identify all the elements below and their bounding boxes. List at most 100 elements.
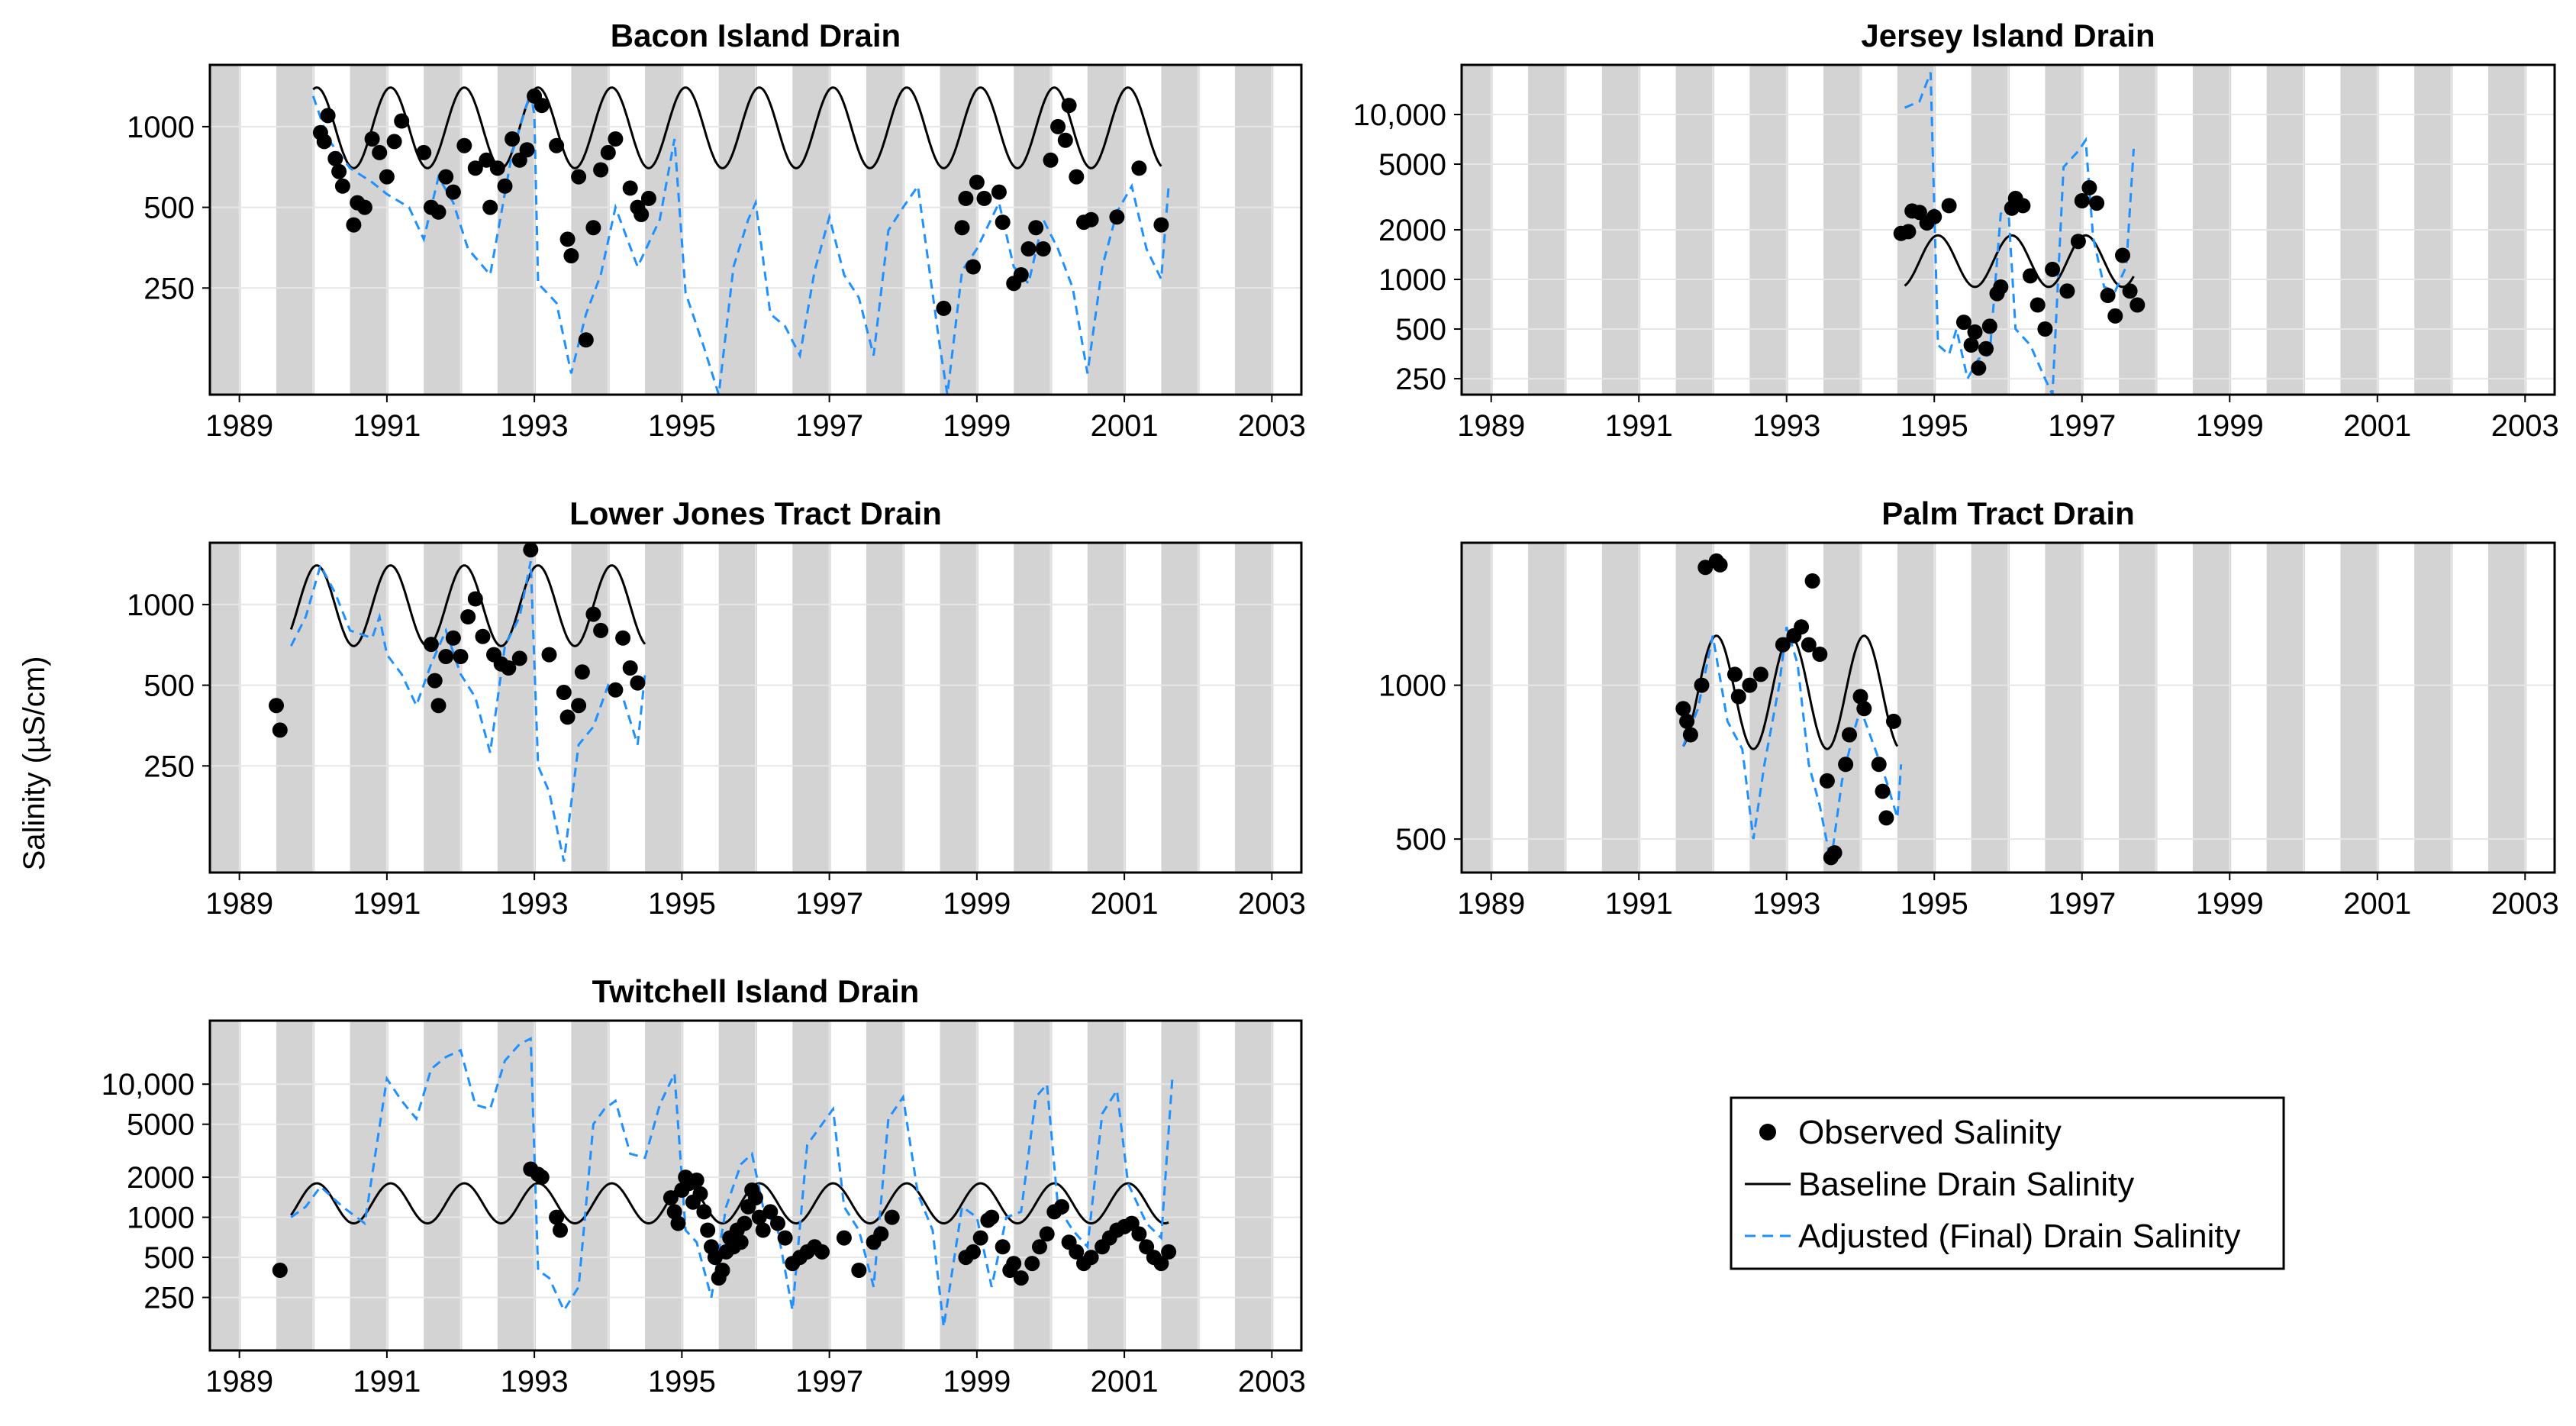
bacon-island-drain-observed-point bbox=[320, 108, 336, 124]
palm-tract-drain-adjusted-series bbox=[1681, 626, 1903, 863]
lower-jones-tract-drain-observed-point bbox=[523, 542, 539, 558]
jersey-island-drain-observed-point bbox=[1926, 208, 1942, 224]
jersey-island-drain-observed-point bbox=[1911, 205, 1927, 221]
palm-tract-drain-observed-point bbox=[1801, 637, 1817, 653]
twitchell-island-drain-observed-point bbox=[1024, 1256, 1040, 1272]
lower-jones-tract-drain-observed-point bbox=[559, 709, 575, 725]
bacon-island-drain-observed-point bbox=[467, 160, 483, 176]
lower-jones-tract-drain-adjusted-series bbox=[289, 561, 646, 862]
bacon-island-drain-baseline-series bbox=[312, 86, 1162, 169]
twitchell-island-drain-observed-point bbox=[1161, 1244, 1177, 1260]
jersey-island-drain-observed-point bbox=[2129, 297, 2146, 313]
lower-jones-tract-drain-xtick-label: 1997 bbox=[795, 887, 863, 921]
bacon-island-drain-observed-point bbox=[608, 131, 624, 147]
palm-tract-drain-observed-point bbox=[1730, 689, 1746, 705]
jersey-island-drain-ytick-label: 1000 bbox=[1378, 263, 1446, 297]
bacon-island-drain-adjusted-series bbox=[311, 91, 1170, 395]
twitchell-island-drain-observed-point bbox=[748, 1190, 763, 1206]
bacon-island-drain-observed-point bbox=[1069, 169, 1085, 185]
bacon-island-drain-observed-point bbox=[593, 162, 609, 178]
bacon-island-drain-observed-point bbox=[346, 217, 362, 233]
jersey-island-drain-observed-point bbox=[2023, 268, 2038, 284]
twitchell-island-drain-observed-point bbox=[737, 1215, 753, 1231]
palm-tract-drain-xtick-label: 2003 bbox=[2491, 887, 2559, 921]
twitchell-island-drain-season-band bbox=[1161, 1021, 1200, 1350]
twitchell-island-drain-observed-point bbox=[1006, 1256, 1022, 1272]
palm-tract-drain-frame bbox=[1460, 541, 2556, 874]
twitchell-island-drain-season-band bbox=[866, 1021, 905, 1350]
legend-adjusted-label: Adjusted (Final) Drain Salinity bbox=[1798, 1218, 2241, 1255]
twitchell-island-drain-ytick-label: 500 bbox=[143, 1241, 195, 1275]
twitchell-island-drain-observed-point bbox=[714, 1263, 730, 1278]
lower-jones-tract-drain-observed-point bbox=[423, 637, 439, 653]
bacon-island-drain-observed-point bbox=[1131, 160, 1147, 176]
twitchell-island-drain-xtick-label: 1999 bbox=[943, 1365, 1011, 1399]
twitchell-island-drain-xtick-label: 1997 bbox=[795, 1365, 863, 1399]
bacon-island-drain-ytick-label: 500 bbox=[143, 192, 195, 225]
twitchell-island-drain-title: Twitchell Island Drain bbox=[592, 973, 920, 1009]
twitchell-island-drain-season-band bbox=[497, 1021, 537, 1350]
lower-jones-tract-drain-season-band bbox=[1235, 543, 1274, 873]
jersey-island-drain-observed-point bbox=[2015, 198, 2031, 214]
lower-jones-tract-drain-observed-point bbox=[593, 622, 609, 638]
bacon-island-drain-observed-point bbox=[1035, 241, 1051, 256]
bacon-island-drain-observed-point bbox=[549, 137, 565, 153]
twitchell-island-drain-observed-point bbox=[814, 1244, 830, 1260]
bacon-island-drain-observed-point bbox=[563, 248, 579, 263]
twitchell-island-drain-season-band bbox=[210, 1021, 241, 1350]
bacon-island-drain-observed-point bbox=[966, 259, 981, 275]
jersey-island-drain-xtick-label: 1999 bbox=[2196, 409, 2264, 443]
twitchell-island-drain-observed-point bbox=[966, 1244, 981, 1260]
jersey-island-drain-panel: Jersey Island Drain 250 500 1000 2000 5000 10,… bbox=[1353, 18, 2559, 443]
bacon-island-drain-season-band bbox=[210, 65, 241, 395]
bacon-island-drain-observed-point bbox=[600, 144, 616, 160]
jersey-island-drain-observed-point bbox=[1963, 337, 1979, 353]
twitchell-island-drain-xtick-label: 2003 bbox=[1238, 1365, 1306, 1399]
jersey-island-drain-observed-point bbox=[2037, 321, 2053, 337]
twitchell-island-drain-observed-point bbox=[670, 1215, 686, 1231]
palm-tract-drain-season-band bbox=[1601, 543, 1641, 873]
twitchell-island-drain-observed-point bbox=[1131, 1226, 1147, 1242]
bacon-island-drain-xtick-label: 1993 bbox=[501, 409, 569, 443]
palm-tract-drain-title: Palm Tract Drain bbox=[1881, 495, 2134, 531]
bacon-island-drain-observed-point bbox=[416, 144, 432, 160]
palm-tract-drain-observed-point bbox=[1675, 701, 1691, 717]
bacon-island-drain-observed-point bbox=[316, 134, 332, 150]
bacon-island-drain-observed-point bbox=[936, 300, 952, 316]
bacon-island-drain-observed-point bbox=[394, 113, 410, 129]
bacon-island-drain-xtick-label: 1991 bbox=[353, 409, 421, 443]
bacon-island-drain-season-band bbox=[497, 65, 537, 395]
twitchell-island-drain-observed-point bbox=[836, 1230, 852, 1246]
lower-jones-tract-drain-observed-point bbox=[467, 591, 483, 607]
jersey-island-drain-ytick-label: 5000 bbox=[1378, 148, 1446, 182]
bacon-island-drain-observed-point bbox=[559, 231, 575, 247]
twitchell-island-drain-panel: Twitchell Island Drain 250 500 1000 2000 5000… bbox=[102, 973, 1306, 1399]
bacon-island-drain-ytick-label: 1000 bbox=[127, 111, 195, 144]
lower-jones-tract-drain-frame bbox=[208, 541, 1303, 874]
lower-jones-tract-drain-season-band bbox=[866, 543, 905, 873]
jersey-island-drain-observed-point bbox=[1955, 315, 1971, 331]
bacon-island-drain-observed-point bbox=[331, 163, 347, 179]
bacon-island-drain-observed-point bbox=[585, 220, 601, 236]
jersey-island-drain-observed-point bbox=[2107, 308, 2123, 324]
lower-jones-tract-drain-observed-point bbox=[556, 685, 572, 700]
bacon-island-drain-observed-point bbox=[1028, 220, 1044, 236]
bacon-island-drain-observed-point bbox=[1020, 241, 1037, 256]
twitchell-island-drain-season-band bbox=[424, 1021, 463, 1350]
bacon-island-drain-xtick-label: 1997 bbox=[795, 409, 863, 443]
palm-tract-drain-observed-point bbox=[1804, 573, 1820, 589]
twitchell-island-drain-observed-point bbox=[1083, 1250, 1099, 1266]
bacon-island-drain-observed-point bbox=[534, 98, 550, 114]
jersey-island-drain-xtick-label: 1997 bbox=[2048, 409, 2116, 443]
palm-tract-drain-observed-point bbox=[1875, 783, 1891, 799]
palm-tract-drain-observed-point bbox=[1694, 677, 1710, 693]
jersey-island-drain-observed-point bbox=[1967, 324, 1983, 340]
jersey-island-drain-observed-point bbox=[1901, 224, 1917, 240]
bacon-island-drain-observed-point bbox=[479, 152, 495, 168]
palm-tract-drain-season-band bbox=[2487, 543, 2527, 873]
palm-tract-drain-xtick-label: 1993 bbox=[1752, 887, 1820, 921]
lower-jones-tract-drain-observed-point bbox=[615, 630, 631, 646]
twitchell-island-drain-observed-point bbox=[1054, 1199, 1069, 1215]
lower-jones-tract-drain-observed-point bbox=[269, 698, 284, 714]
lower-jones-tract-drain-season-band bbox=[350, 543, 388, 873]
